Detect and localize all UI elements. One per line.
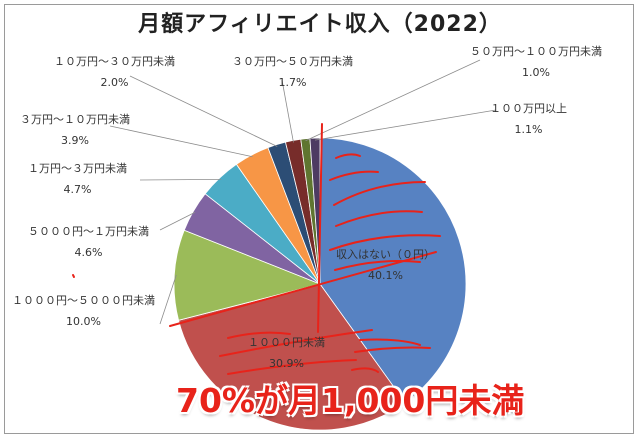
leader-line-3 xyxy=(159,211,196,231)
data-label-slice-1: １０００円未満 30.9% xyxy=(248,336,325,370)
leader-line-8 xyxy=(305,59,481,142)
pie-slice-0 xyxy=(319,137,467,404)
annotation-stroke xyxy=(351,367,379,373)
leader-line-4 xyxy=(139,178,222,181)
callout-text: 70%が月1,000円未満 xyxy=(176,381,525,420)
hand-drawn-annotations xyxy=(72,123,441,375)
annotation-stroke xyxy=(335,153,361,159)
annotation-stroke xyxy=(335,210,423,227)
pie-slice-2 xyxy=(173,229,322,321)
pie-slice-1 xyxy=(178,283,406,431)
pie-slices xyxy=(173,137,467,431)
data-label-slice-5: ３万円～１０万円未満 3.9% xyxy=(20,113,130,147)
annotation-stroke xyxy=(317,123,323,333)
annotation-stroke xyxy=(227,359,357,375)
data-label-slice-0: 収入はない（０円） 40.1% xyxy=(336,248,435,282)
data-label-slice-7: ３０万円～５０万円未満 1.7% xyxy=(232,55,353,89)
annotation-stroke xyxy=(333,181,426,206)
leader-line-5 xyxy=(109,125,253,158)
chart-title: 月額アフィリエイト収入（2022） xyxy=(138,12,502,37)
leader-line-2 xyxy=(159,274,177,325)
data-label-slice-2: １０００円～５０００円未満 10.0% xyxy=(12,294,155,328)
annotation-dot xyxy=(72,274,75,278)
annotation-stroke xyxy=(227,331,291,339)
annotation-stroke xyxy=(334,260,421,271)
data-label-slice-6: １０万円～３０万円未満 2.0% xyxy=(54,55,175,89)
leader-line-9 xyxy=(314,109,497,141)
data-label-slice-3: ５０００円～１万円未満 4.6% xyxy=(28,225,149,259)
leader-line-7 xyxy=(281,79,294,143)
leader-lines xyxy=(109,59,497,325)
data-label-slice-8: ５０万円～１００万円未満 1.0% xyxy=(470,45,602,79)
annotation-stroke xyxy=(329,170,379,181)
leader-line-6 xyxy=(129,75,278,147)
annotation-stroke xyxy=(219,329,373,357)
data-label-slice-9: １００万円以上 1.1% xyxy=(490,102,567,136)
annotation-stroke xyxy=(329,234,441,251)
annotation-stroke xyxy=(354,346,431,353)
annotation-stroke xyxy=(359,338,421,346)
annotation-stroke xyxy=(169,251,437,327)
data-label-slice-4: １万円～３万円未満 4.7% xyxy=(28,162,127,196)
